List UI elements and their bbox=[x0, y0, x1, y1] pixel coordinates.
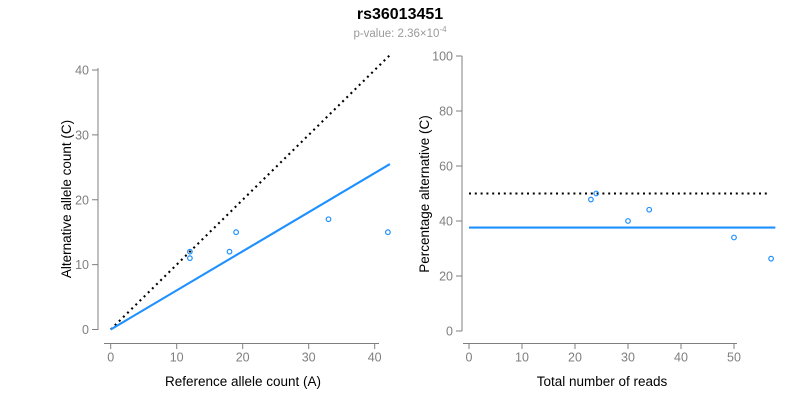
right-plot: 0 10 20 30 40 50 0 20 40 60 80 100 Total number of … bbox=[417, 50, 776, 389]
data-point bbox=[731, 234, 737, 241]
y-tick-label: 60 bbox=[439, 160, 453, 174]
y-tick-label: 20 bbox=[439, 270, 453, 284]
x-tick-label: 10 bbox=[170, 351, 184, 365]
p-value-subtitle: p-value: 2.36×10-4 bbox=[0, 25, 800, 40]
data-point bbox=[226, 248, 233, 255]
x-tick-label: 30 bbox=[621, 351, 635, 365]
x-tick-label: 50 bbox=[727, 351, 741, 365]
data-point bbox=[186, 255, 193, 262]
left-plot: 0 10 20 30 40 0 10 20 30 40 Reference allele coun… bbox=[59, 53, 392, 389]
data-point bbox=[385, 229, 391, 236]
left-y-axis-label: Alternative allele count (C) bbox=[59, 120, 74, 278]
p-value-text: p-value: 2.36×10 bbox=[353, 27, 440, 40]
y-tick-label: 40 bbox=[75, 64, 89, 78]
fit-line bbox=[110, 163, 391, 331]
right-y-axis-label: Percentage alternative (C) bbox=[417, 115, 432, 273]
y-tick-label: 0 bbox=[82, 323, 89, 337]
y-tick-label: 100 bbox=[432, 50, 453, 64]
x-tick-label: 10 bbox=[515, 351, 529, 365]
x-tick-label: 40 bbox=[674, 351, 688, 365]
y-tick-label: 20 bbox=[75, 193, 89, 207]
plot-title: rs36013451 bbox=[356, 6, 444, 23]
y-tick-label: 0 bbox=[446, 325, 453, 339]
data-point bbox=[625, 218, 631, 224]
x-tick-label: 30 bbox=[302, 351, 316, 365]
x-tick-label: 20 bbox=[568, 351, 582, 365]
data-point bbox=[233, 229, 240, 236]
identity-line bbox=[109, 53, 392, 331]
data-point bbox=[593, 190, 600, 197]
p-value-exponent: -4 bbox=[439, 25, 447, 34]
right-plot-generated: 0 10 20 30 40 50 0 20 40 60 80 100 bbox=[432, 50, 776, 365]
y-tick-label: 30 bbox=[75, 128, 89, 142]
x-tick-label: 0 bbox=[466, 351, 473, 365]
data-point bbox=[186, 248, 193, 255]
right-x-axis-label: Total number of reads bbox=[537, 374, 668, 389]
y-tick-label: 40 bbox=[439, 215, 453, 229]
left-plot-generated: 0 10 20 30 40 0 10 20 30 40 bbox=[75, 53, 392, 365]
x-tick-label: 0 bbox=[107, 351, 114, 365]
left-x-axis-label: Reference allele count (A) bbox=[165, 374, 321, 389]
y-tick-label: 10 bbox=[75, 258, 89, 272]
x-tick-label: 20 bbox=[236, 351, 250, 365]
data-point bbox=[588, 196, 594, 203]
x-tick-label: 40 bbox=[368, 351, 382, 365]
y-tick-label: 80 bbox=[439, 105, 453, 119]
data-point bbox=[768, 255, 774, 262]
data-point bbox=[325, 216, 332, 223]
data-point bbox=[646, 206, 653, 213]
